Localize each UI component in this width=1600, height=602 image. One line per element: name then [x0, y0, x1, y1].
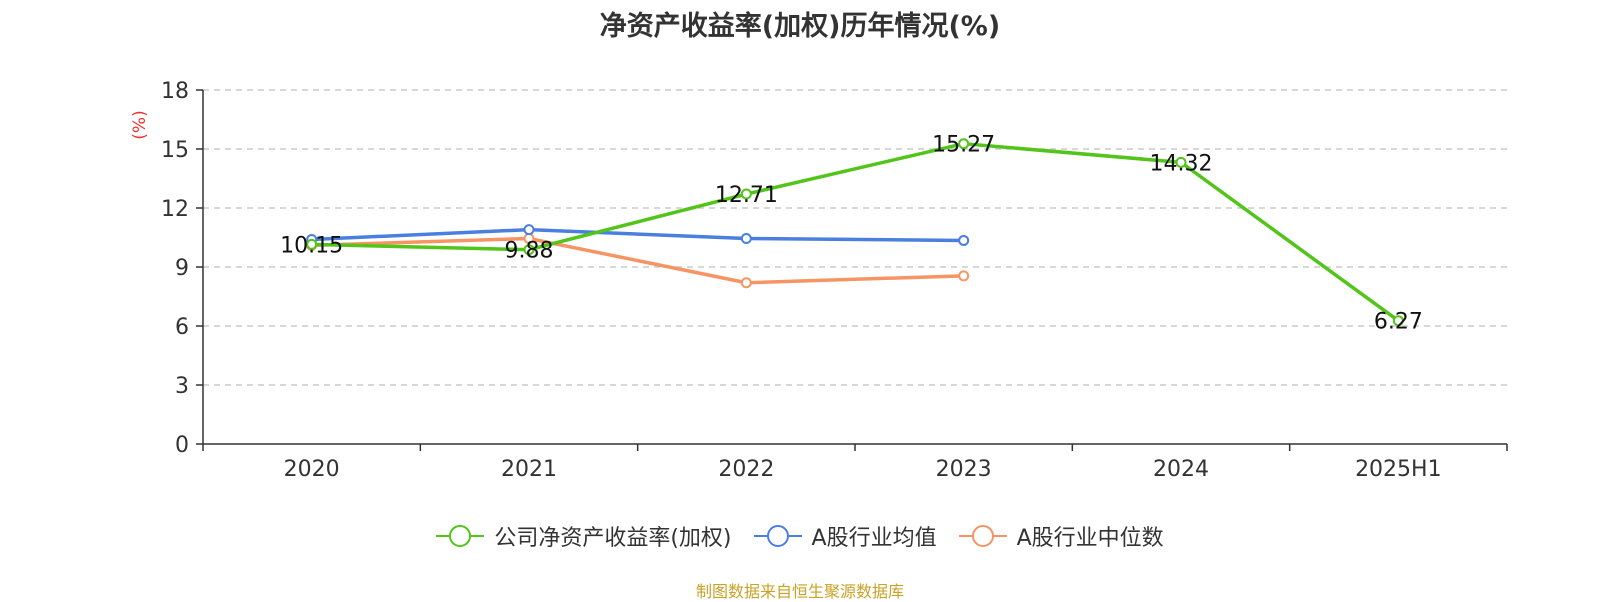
series-2-point-2022: [740, 277, 752, 289]
legend-circle-2: [971, 525, 994, 547]
series-line-2: [311, 236, 964, 285]
series-2-point-2023: [958, 270, 970, 282]
series-0-point-2021: [523, 244, 535, 256]
data-label-0-2022: 12.71: [715, 183, 778, 208]
legend-label-1: A股行业均值: [811, 526, 937, 551]
legend-circle-0: [449, 525, 472, 547]
series-0-point-2025H1: [1392, 315, 1404, 327]
series-0-point-2020: [306, 238, 318, 250]
series-0-point-2023: [958, 138, 970, 150]
axes: 0 3 6 9 12 15 18 2020 2021 2022 2023 2024 2025H1: [161, 79, 1508, 482]
x-tick-label-2020: 2020: [284, 457, 340, 482]
data-label-0-2025H1: 6.27: [1374, 310, 1423, 335]
y-tick-label-6: 6: [175, 315, 189, 340]
x-tick-label-2024: 2024: [1153, 457, 1209, 482]
source-note: 制图数据来自恒生聚源数据库: [695, 582, 904, 601]
data-label-0-2021: 9.88: [505, 239, 554, 264]
data-label-0-2023: 15.27: [932, 133, 995, 158]
legend-circle-1: [766, 525, 789, 547]
series-line-1: [311, 227, 964, 243]
series-1-point-2023: [958, 234, 970, 246]
x-tick-label-2025H1: 2025H1: [1355, 457, 1442, 482]
x-tick-label-2023: 2023: [936, 457, 992, 482]
chart-title: 净资产收益率(加权)历年情况(%): [599, 11, 1001, 42]
legend-label-0: 公司净资产收益率(加权): [494, 526, 732, 551]
series-line-0: [311, 141, 1400, 323]
y-tick-label-15: 15: [161, 138, 189, 163]
data-label-0-2024: 14.32: [1150, 151, 1213, 176]
data-labels: 10.15 9.88 12.71 15.27 14.32 6.27: [280, 133, 1423, 335]
legend-symbol-0: [436, 525, 485, 547]
series-1-point-2021: [523, 224, 535, 236]
legend-label-2: A股行业中位数: [1016, 526, 1164, 551]
series-0-point-2022: [740, 188, 752, 200]
y-tick-label-18: 18: [161, 79, 189, 104]
series-lines: [306, 138, 1404, 327]
y-tick-label-9: 9: [175, 256, 189, 281]
grid-lines: [203, 89, 1507, 386]
legend-symbol-2: [958, 525, 1007, 547]
legend-item-2[interactable]: A股行业中位数: [958, 520, 1164, 552]
legend-item-1[interactable]: A股行业均值: [753, 520, 937, 552]
series-0-point-2024: [1175, 156, 1187, 168]
series-1-point-2022: [740, 232, 752, 244]
y-tick-label-0: 0: [175, 433, 189, 458]
y-tick-label-12: 12: [161, 197, 189, 222]
x-tick-label-2021: 2021: [501, 457, 557, 482]
y-axis-label: (%): [130, 110, 150, 139]
x-tick-label-2022: 2022: [718, 457, 774, 482]
legend-symbol-1: [753, 525, 802, 547]
legend: 公司净资产收益率(加权) A股行业均值 A股行业中位数: [0, 520, 1600, 552]
data-label-0-2020: 10.15: [280, 233, 343, 258]
legend-item-0[interactable]: 公司净资产收益率(加权): [436, 520, 732, 552]
y-tick-label-3: 3: [175, 374, 189, 399]
